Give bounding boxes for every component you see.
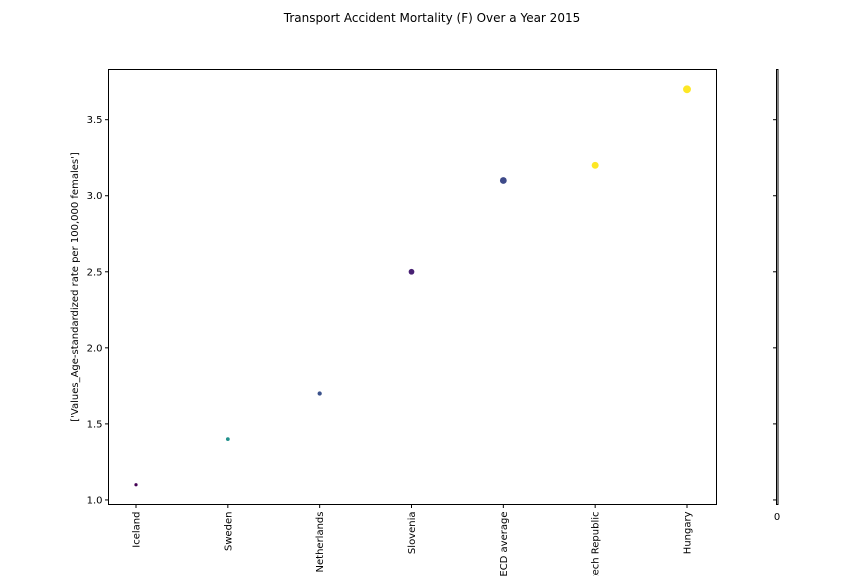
y-tick-label: 3.5 [87,115,103,126]
data-point [408,268,415,275]
x-axis-ticks: Iceland Sweden Netherlands Slovenia OECD ave… [132,504,694,576]
data-point [591,161,599,169]
x-tick-label: Czech Republic [591,512,602,576]
x-tick-label: OECD average [499,512,510,576]
colorbar-ticks [773,119,777,501]
y-tick-label: 1.0 [87,495,103,506]
colorbar-tick-label: 0 [774,512,780,523]
plot-area-frame [108,69,717,505]
x-tick-label: Sweden [223,512,234,552]
y-tick-label: 2.5 [87,267,103,278]
data-point [134,483,138,487]
x-tick-label: Netherlands [315,512,326,573]
data-point [499,177,507,184]
data-points [134,85,691,487]
y-axis-label: ['Values_Age-standardized rate per 100,0… [70,152,81,422]
y-tick-label: 2.0 [87,343,103,354]
data-point [317,391,322,396]
data-point [225,437,230,441]
data-point [683,85,691,94]
y-axis-ticks: 1.0 1.5 2.0 2.5 3.0 3.5 [87,115,109,506]
y-tick-label: 3.0 [87,191,103,202]
x-tick-label: Hungary [683,511,694,554]
chart-title: Transport Accident Mortality (F) Over a … [283,11,580,25]
y-tick-label: 1.5 [87,419,103,430]
colorbar [776,69,779,505]
x-tick-label: Iceland [132,512,143,548]
x-tick-label: Slovenia [407,512,418,555]
